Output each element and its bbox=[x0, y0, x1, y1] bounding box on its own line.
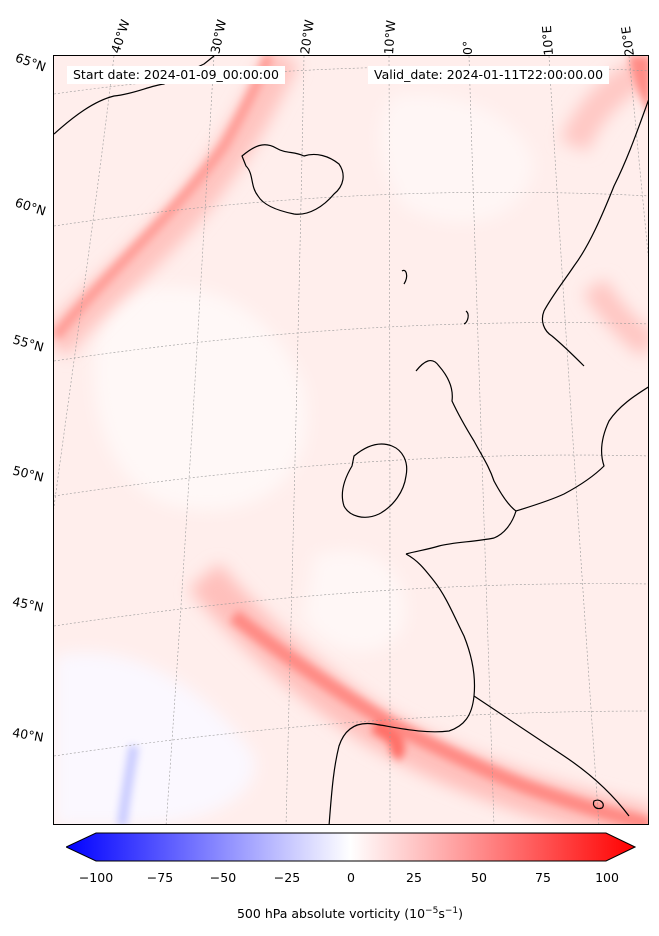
cbar-tick-25: 25 bbox=[406, 870, 422, 885]
coast-france-spain bbox=[328, 553, 476, 824]
lat-label-55n: 55°N bbox=[11, 331, 46, 355]
cbar-tick-75: 75 bbox=[535, 870, 551, 885]
cbar-tick-neg75: −75 bbox=[146, 870, 174, 885]
coast-iceland bbox=[241, 144, 344, 215]
lon-label-20w: 20°W bbox=[297, 18, 317, 55]
low-vorticity-areas bbox=[54, 94, 534, 824]
lat-label-40n: 40°N bbox=[11, 724, 45, 745]
start-date-label: Start date: 2024-01-09_00:00:00 bbox=[67, 66, 285, 84]
vorticity-map: Start date: 2024-01-09_00:00:00 Valid_da… bbox=[53, 55, 649, 825]
cbar-tick-neg25: −25 bbox=[273, 870, 301, 885]
cbar-tick-neg50: −50 bbox=[209, 870, 237, 885]
coast-norway bbox=[541, 99, 648, 367]
lat-label-65n: 65°N bbox=[13, 49, 49, 75]
coast-shetland bbox=[463, 310, 469, 325]
lon-label-40w: 40°W bbox=[107, 17, 133, 55]
coast-britain bbox=[405, 359, 517, 555]
lat-label-60n: 60°N bbox=[13, 194, 48, 219]
cbar-tick-50: 50 bbox=[471, 870, 487, 885]
lon-label-30w: 30°W bbox=[207, 18, 230, 55]
lon-label-10e: 10°E bbox=[538, 25, 556, 57]
coast-faroe bbox=[401, 269, 408, 285]
cbar-tick-0: 0 bbox=[347, 870, 355, 885]
coastlines bbox=[54, 56, 648, 824]
lat-label-45n: 45°N bbox=[11, 593, 46, 615]
coast-med bbox=[473, 695, 630, 817]
lon-label-0: 0° bbox=[460, 40, 475, 55]
vorticity-maxima bbox=[54, 56, 648, 824]
lon-label-20e: 20°E bbox=[617, 25, 637, 58]
colorbar-title: 500 hPa absolute vorticity (10−5s−1) bbox=[236, 906, 463, 922]
map-canvas bbox=[54, 56, 648, 824]
lat-label-50n: 50°N bbox=[11, 462, 46, 485]
coast-north-sea bbox=[515, 386, 648, 512]
coast-balearic bbox=[592, 799, 604, 810]
cbar-tick-100: 100 bbox=[595, 870, 619, 885]
colorbar bbox=[64, 832, 637, 862]
valid-date-label: Valid_date: 2024-01-11T22:00:00.00 bbox=[368, 66, 610, 84]
colorbar-svg bbox=[64, 832, 637, 862]
cbar-tick-neg100: −100 bbox=[78, 870, 114, 885]
coast-ireland bbox=[341, 443, 408, 518]
lon-label-10w: 10°W bbox=[381, 19, 399, 55]
colorbar-bar bbox=[64, 832, 637, 862]
